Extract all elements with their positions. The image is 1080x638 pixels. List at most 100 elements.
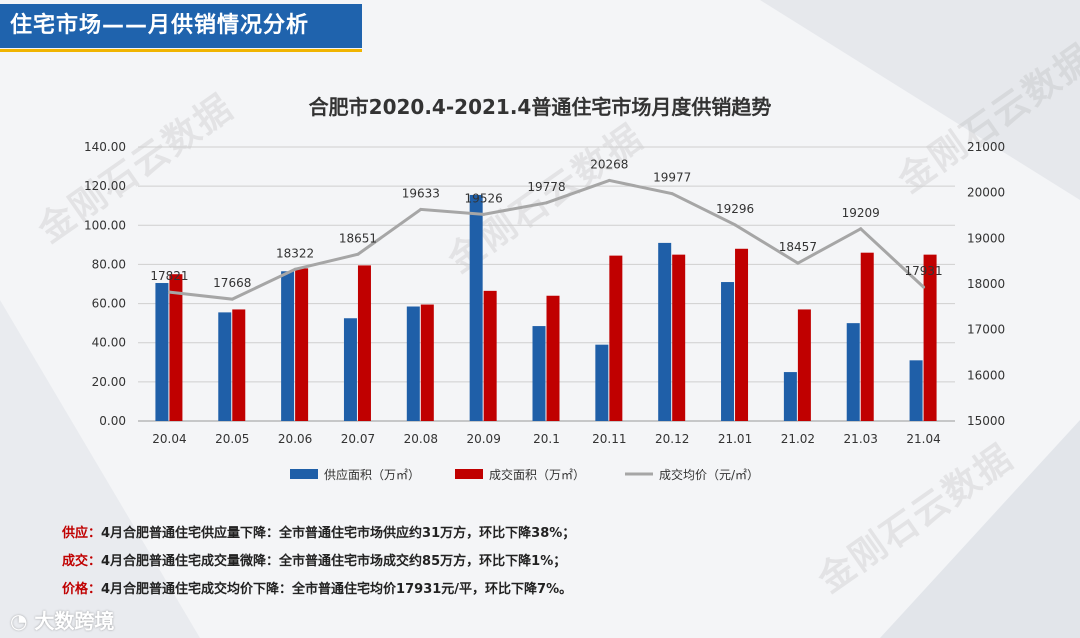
legend-label: 成交面积（万㎡） bbox=[489, 467, 585, 482]
bar-supply bbox=[846, 323, 860, 421]
note-text: 4月合肥普通住宅成交量微降：全市普通住宅市场成交约85万方，环比下降1%； bbox=[101, 554, 567, 569]
bar-supply bbox=[218, 312, 232, 421]
note-supply: 供应：4月合肥普通住宅供应量下降：全市普通住宅市场供应约31万方，环比下降38%… bbox=[62, 520, 575, 548]
legend-label: 供应面积（万㎡） bbox=[324, 467, 420, 482]
price-point bbox=[356, 252, 360, 256]
note-sales: 成交：4月合肥普通住宅成交量微降：全市普通住宅市场成交约85万方，环比下降1%； bbox=[62, 548, 575, 576]
note-text: 4月合肥普通住宅供应量下降：全市普通住宅市场供应约31万方，环比下降38%； bbox=[101, 526, 576, 541]
bar-sales bbox=[357, 265, 371, 421]
price-point bbox=[230, 297, 234, 301]
bar-sales bbox=[735, 248, 749, 421]
legend-label: 成交均价（元/㎡） bbox=[659, 467, 759, 482]
y-left-tick-label: 140.00 bbox=[84, 140, 126, 154]
x-tick-label: 21.01 bbox=[718, 432, 752, 446]
price-data-label: 19526 bbox=[465, 191, 503, 205]
bar-sales bbox=[672, 254, 686, 421]
y-left-tick-label: 60.00 bbox=[92, 297, 126, 311]
price-point bbox=[419, 207, 423, 211]
x-tick-label: 20.09 bbox=[466, 432, 500, 446]
note-text: 4月合肥普通住宅成交均价下降：全市普通住宅均价17931元/平，环比下降7%。 bbox=[101, 582, 573, 597]
price-data-label: 17668 bbox=[213, 276, 251, 290]
bar-sales bbox=[546, 295, 560, 421]
y-left-tick-label: 80.00 bbox=[92, 257, 126, 271]
price-point bbox=[796, 261, 800, 265]
bar-supply bbox=[909, 360, 923, 421]
bar-sales bbox=[420, 304, 434, 421]
bar-supply bbox=[721, 282, 735, 421]
bar-sales bbox=[169, 274, 183, 421]
logo-icon: ◔ bbox=[10, 609, 28, 633]
bar-supply bbox=[406, 306, 420, 421]
price-point bbox=[545, 201, 548, 205]
bar-supply bbox=[532, 326, 546, 421]
price-data-label: 19209 bbox=[842, 206, 880, 220]
footer-logo: ◔ 大数跨境 bbox=[10, 605, 114, 634]
price-data-label: 19977 bbox=[653, 171, 691, 185]
y-left-tick-label: 40.00 bbox=[92, 336, 126, 350]
y-right-tick-label: 17000 bbox=[967, 323, 1005, 337]
price-data-label: 17821 bbox=[150, 269, 188, 283]
y-right-tick-label: 15000 bbox=[967, 414, 1005, 428]
price-data-label: 20268 bbox=[590, 157, 628, 171]
bar-sales bbox=[295, 268, 309, 421]
price-data-label: 19633 bbox=[402, 186, 440, 200]
y-left-tick-label: 20.00 bbox=[92, 375, 126, 389]
price-point bbox=[733, 223, 737, 227]
bar-supply bbox=[155, 283, 169, 421]
price-point bbox=[482, 212, 486, 216]
price-point bbox=[670, 192, 674, 196]
y-right-tick-label: 21000 bbox=[967, 140, 1005, 154]
bar-sales bbox=[483, 290, 497, 421]
note-price: 价格：4月合肥普通住宅成交均价下降：全市普通住宅均价17931元/平，环比下降7… bbox=[62, 576, 575, 604]
bar-sales bbox=[232, 309, 246, 421]
bar-supply bbox=[783, 372, 797, 421]
price-point bbox=[293, 267, 297, 271]
x-tick-label: 20.05 bbox=[215, 432, 249, 446]
x-tick-label: 20.06 bbox=[278, 432, 312, 446]
y-left-tick-label: 0.00 bbox=[99, 414, 126, 428]
page-title: 住宅市场——月供销情况分析 bbox=[0, 4, 362, 48]
y-right-tick-label: 20000 bbox=[967, 186, 1005, 200]
bar-supply bbox=[343, 318, 357, 421]
supply-sales-chart: 合肥市2020.4-2021.4普通住宅市场月度供销趋势 0.00 20.00 40.… bbox=[84, 95, 1005, 482]
price-point bbox=[859, 227, 863, 231]
price-point bbox=[167, 290, 171, 294]
x-tick-label: 20.11 bbox=[592, 432, 626, 446]
bar-supply bbox=[595, 344, 609, 421]
x-tick-label: 21.02 bbox=[781, 432, 815, 446]
bar-supply bbox=[469, 194, 483, 421]
price-data-label: 19778 bbox=[527, 180, 565, 194]
price-point bbox=[922, 285, 926, 289]
bar-sales bbox=[923, 254, 937, 421]
price-data-label: 19296 bbox=[716, 202, 754, 216]
bar-supply bbox=[658, 242, 672, 421]
bar-sales bbox=[860, 252, 874, 421]
x-tick-label: 20.07 bbox=[341, 432, 375, 446]
y-right-tick-label: 16000 bbox=[967, 368, 1005, 382]
legend-swatch-sales bbox=[455, 469, 483, 479]
analysis-notes: 供应：4月合肥普通住宅供应量下降：全市普通住宅市场供应约31万方，环比下降38%… bbox=[62, 520, 575, 604]
note-tag: 供应： bbox=[62, 526, 102, 541]
bar-supply bbox=[281, 271, 295, 421]
y-right-tick-label: 19000 bbox=[967, 231, 1005, 245]
logo-text: 大数跨境 bbox=[34, 609, 115, 633]
price-data-label: 18457 bbox=[779, 240, 817, 254]
note-tag: 价格： bbox=[62, 582, 102, 597]
y-right-tick-label: 18000 bbox=[967, 277, 1005, 291]
title-accent-line bbox=[0, 49, 362, 52]
price-data-label: 18651 bbox=[339, 231, 377, 245]
x-tick-label: 20.04 bbox=[152, 432, 186, 446]
price-data-label: 18322 bbox=[276, 246, 314, 260]
x-tick-label: 21.03 bbox=[844, 432, 878, 446]
bar-sales bbox=[797, 309, 811, 421]
y-left-tick-label: 120.00 bbox=[84, 179, 126, 193]
x-tick-label: 21.04 bbox=[906, 432, 940, 446]
price-point bbox=[607, 178, 611, 182]
x-tick-label: 20.1 bbox=[533, 432, 560, 446]
y-left-tick-label: 100.00 bbox=[84, 218, 126, 232]
bar-sales bbox=[609, 255, 623, 421]
legend-swatch-supply bbox=[290, 469, 318, 479]
chart-title: 合肥市2020.4-2021.4普通住宅市场月度供销趋势 bbox=[309, 95, 772, 119]
price-data-label: 17931 bbox=[904, 264, 942, 278]
